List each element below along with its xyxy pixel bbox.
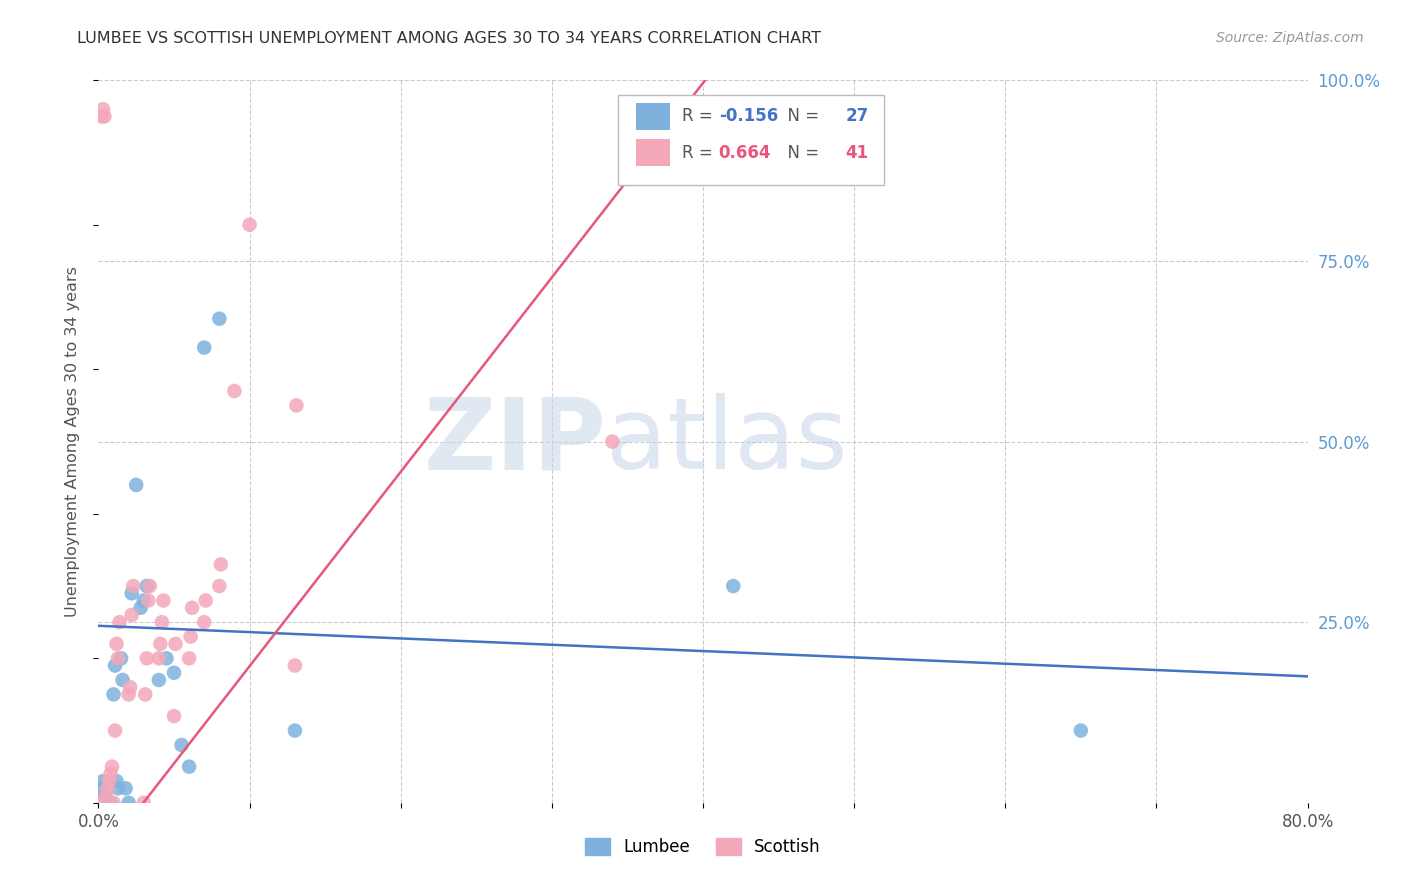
- Point: [98, 774, 121, 789]
- Point: [181, 600, 204, 615]
- Point: [121, 607, 143, 622]
- FancyBboxPatch shape: [637, 103, 671, 130]
- Point: [284, 658, 307, 673]
- Point: [122, 579, 145, 593]
- Point: [139, 579, 162, 593]
- Point: [136, 593, 159, 607]
- Point: [105, 774, 128, 789]
- Text: 41: 41: [845, 144, 869, 161]
- Legend: Lumbee, Scottish: Lumbee, Scottish: [579, 831, 827, 863]
- Point: [121, 586, 143, 600]
- Point: [107, 651, 129, 665]
- Point: [100, 796, 122, 810]
- Point: [93, 789, 115, 803]
- Text: -0.156: -0.156: [718, 107, 778, 126]
- Point: [155, 651, 177, 665]
- Point: [108, 615, 131, 630]
- Point: [194, 593, 217, 607]
- Point: [107, 781, 129, 796]
- Point: [129, 600, 152, 615]
- Point: [152, 593, 174, 607]
- Point: [110, 651, 132, 665]
- Point: [90, 110, 112, 124]
- Point: [89, 796, 111, 810]
- Point: [148, 673, 170, 687]
- Point: [135, 651, 157, 665]
- Point: [105, 637, 128, 651]
- Point: [93, 110, 115, 124]
- Point: [209, 558, 232, 572]
- Text: atlas: atlas: [606, 393, 848, 490]
- Text: Source: ZipAtlas.com: Source: ZipAtlas.com: [1216, 31, 1364, 45]
- Point: [94, 789, 117, 803]
- FancyBboxPatch shape: [637, 139, 671, 166]
- Point: [96, 781, 118, 796]
- Point: [104, 723, 127, 738]
- Point: [103, 796, 125, 810]
- Point: [1070, 723, 1092, 738]
- Point: [179, 651, 201, 665]
- Text: R =: R =: [682, 107, 718, 126]
- Point: [91, 774, 114, 789]
- Point: [132, 796, 155, 810]
- Point: [120, 680, 142, 694]
- Point: [602, 434, 624, 449]
- Text: R =: R =: [682, 144, 718, 161]
- Point: [208, 579, 231, 593]
- Point: [284, 723, 307, 738]
- Point: [111, 673, 134, 687]
- Y-axis label: Unemployment Among Ages 30 to 34 years: Unemployment Among Ages 30 to 34 years: [65, 266, 80, 617]
- Point: [114, 781, 136, 796]
- Point: [135, 579, 157, 593]
- Point: [179, 760, 201, 774]
- Point: [100, 767, 122, 781]
- Point: [165, 637, 187, 651]
- Point: [134, 687, 156, 701]
- Point: [170, 738, 193, 752]
- Point: [208, 311, 231, 326]
- Text: ZIP: ZIP: [423, 393, 606, 490]
- Point: [149, 637, 172, 651]
- Point: [101, 760, 124, 774]
- Text: N =: N =: [776, 144, 824, 161]
- Point: [723, 579, 745, 593]
- Point: [148, 651, 170, 665]
- Point: [193, 341, 215, 355]
- Point: [224, 384, 246, 398]
- Text: 0.664: 0.664: [718, 144, 772, 161]
- Point: [239, 218, 262, 232]
- Point: [285, 398, 308, 412]
- Point: [125, 478, 148, 492]
- Point: [150, 615, 173, 630]
- Text: LUMBEE VS SCOTTISH UNEMPLOYMENT AMONG AGES 30 TO 34 YEARS CORRELATION CHART: LUMBEE VS SCOTTISH UNEMPLOYMENT AMONG AG…: [77, 31, 821, 46]
- Point: [163, 709, 186, 723]
- Point: [104, 658, 127, 673]
- Point: [132, 593, 155, 607]
- FancyBboxPatch shape: [619, 95, 884, 185]
- Point: [91, 102, 114, 116]
- Text: N =: N =: [776, 107, 824, 126]
- Text: 27: 27: [845, 107, 869, 126]
- Point: [180, 630, 202, 644]
- Point: [90, 781, 112, 796]
- Point: [118, 687, 141, 701]
- Point: [163, 665, 186, 680]
- Point: [118, 796, 141, 810]
- Point: [103, 687, 125, 701]
- Point: [193, 615, 215, 630]
